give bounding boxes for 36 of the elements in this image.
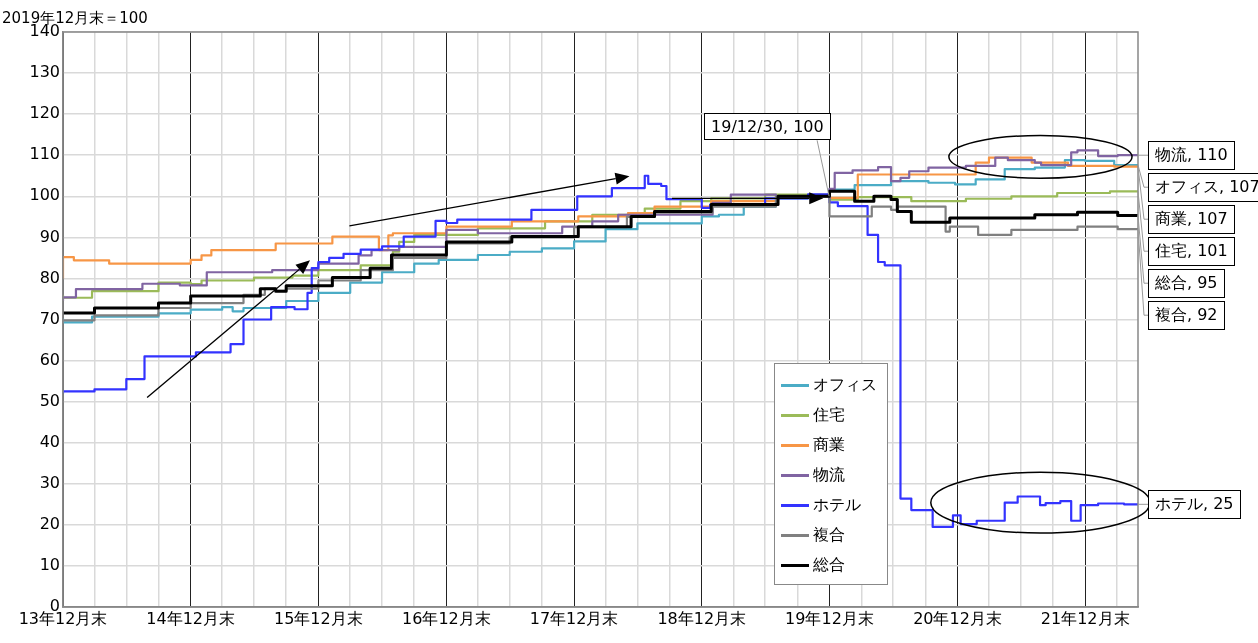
- y-tick-label: 20: [39, 514, 60, 534]
- y-tick-label: 50: [39, 390, 60, 410]
- y-tick-label: 60: [39, 349, 60, 369]
- y-tick-label: 130: [29, 62, 60, 82]
- annotation: 住宅, 101: [1148, 236, 1235, 266]
- x-tick-label: 14年12月末: [146, 608, 236, 628]
- annotation: 物流, 110: [1148, 140, 1235, 170]
- legend-label: 物流: [813, 464, 845, 486]
- annotation: ホテル, 25: [1148, 489, 1241, 519]
- x-tick-label: 15年12月末: [274, 608, 363, 628]
- legend-label: 住宅: [813, 404, 845, 426]
- y-tick-label: 10: [39, 555, 60, 575]
- y-tick-label: 110: [29, 144, 60, 164]
- legend-label: 複合: [813, 524, 845, 546]
- annotation: オフィス, 107: [1148, 172, 1258, 202]
- x-tick-label: 17年12月末: [529, 608, 619, 628]
- x-tick-label: 21年12月末: [1040, 608, 1130, 628]
- legend-label: ホテル: [813, 494, 861, 516]
- x-tick-label: 18年12月末: [657, 608, 747, 628]
- legend-label: 総合: [813, 554, 845, 576]
- legend-label: 商業: [813, 434, 845, 456]
- y-tick-label: 80: [39, 267, 60, 287]
- legend-label: オフィス: [813, 374, 877, 396]
- y-tick-label: 40: [39, 431, 60, 451]
- x-tick-label: 20年12月末: [913, 608, 1002, 628]
- y-tick-label: 70: [39, 308, 60, 328]
- annotation: 複合, 92: [1148, 300, 1225, 330]
- y-tick-label: 30: [39, 472, 60, 492]
- y-tick-label: 90: [39, 226, 60, 246]
- annotation: 19/12/30, 100: [704, 113, 831, 141]
- y-tick-label: 120: [29, 103, 60, 123]
- x-tick-label: 19年12月末: [785, 608, 874, 628]
- y-tick-label: 100: [29, 185, 60, 205]
- x-tick-label: 16年12月末: [402, 608, 491, 628]
- annotation: 総合, 95: [1148, 268, 1225, 298]
- annotation: 商業, 107: [1148, 204, 1235, 234]
